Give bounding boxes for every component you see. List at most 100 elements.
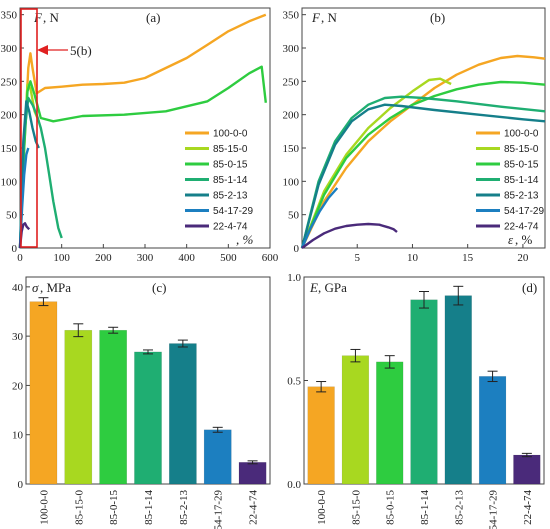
- series-line-85-2-13: [18, 100, 40, 249]
- x-tick-label: 5: [354, 252, 360, 264]
- x-tick-label: 500: [220, 252, 237, 264]
- series-line-100-0-0: [18, 13, 267, 249]
- legend-label-85-2-13: 85-2-13: [213, 191, 248, 202]
- panel-b-ylabel-symbol: F: [311, 10, 321, 25]
- bar-22-4-74: [513, 454, 541, 485]
- bar-85-15-0: [64, 329, 93, 485]
- legend-label-85-0-15: 85-0-15: [213, 160, 248, 171]
- panel-c-ylabel-symbol: σ: [32, 280, 39, 295]
- series-line-85-1-14: [300, 95, 546, 249]
- y-tick-label: 0: [12, 243, 18, 255]
- category-label-85-1-14: 85-1-14: [143, 490, 155, 525]
- panel-b-label: (b): [430, 10, 445, 25]
- y-tick-label: 30: [12, 331, 24, 343]
- series-line-85-15-0: [300, 77, 452, 249]
- x-tick-label: 20: [517, 252, 529, 264]
- bar-54-17-29: [478, 376, 507, 485]
- y-tick-label: 50: [6, 210, 18, 222]
- y-tick-label: 100: [1, 176, 18, 188]
- y-tick-label: 300: [283, 43, 300, 55]
- category-label-85-0-15: 85-0-15: [385, 490, 397, 525]
- category-label-100-0-0: 100-0-0: [316, 490, 328, 525]
- category-label-85-15-0: 85-15-0: [73, 490, 85, 525]
- bar-100-0-0: [29, 301, 58, 485]
- y-tick-label: 250: [1, 76, 18, 88]
- category-label-85-15-0: 85-15-0: [350, 490, 362, 525]
- category-label-54-17-29: 54-17-29: [213, 490, 225, 529]
- legend-label-85-15-0: 85-15-0: [213, 144, 248, 155]
- legend-label-54-17-29: 54-17-29: [213, 206, 253, 217]
- category-label-54-17-29: 54-17-29: [488, 490, 500, 529]
- bar-85-2-13: [444, 295, 472, 485]
- y-tick-label: 350: [1, 10, 18, 22]
- bar-54-17-29: [203, 429, 232, 485]
- y-tick-label: 150: [1, 143, 18, 155]
- bar-85-1-14: [134, 351, 162, 485]
- bar-85-0-15: [99, 329, 127, 485]
- legend-label-100-0-0: 100-0-0: [504, 129, 539, 140]
- x-tick-label: 15: [462, 252, 474, 264]
- category-label-22-4-74: 22-4-74: [248, 490, 260, 525]
- x-tick-label: 600: [262, 252, 279, 264]
- panel-a-ylabel-unit: , N: [43, 10, 60, 25]
- y-tick-label: 0.0: [287, 479, 301, 491]
- legend-label-22-4-74: 22-4-74: [504, 222, 539, 233]
- category-label-85-2-13: 85-2-13: [453, 490, 465, 525]
- series-line-85-2-13: [300, 103, 546, 249]
- y-tick-label: 150: [283, 143, 300, 155]
- y-tick-label: 300: [1, 43, 18, 55]
- series-line-85-0-15: [300, 80, 546, 249]
- bar-85-2-13: [169, 343, 197, 485]
- bar-85-0-15: [376, 361, 404, 485]
- x-tick-label: 200: [95, 252, 112, 264]
- y-tick-label: 0: [18, 479, 24, 491]
- series-line-85-1-14: [18, 96, 63, 249]
- annotation-5b: 5(b): [70, 43, 92, 58]
- legend-label-85-1-14: 85-1-14: [504, 175, 539, 186]
- panel-d-ylabel-symbol: E: [309, 280, 318, 295]
- series-line-100-0-0: [300, 54, 546, 249]
- bar-85-15-0: [341, 355, 370, 485]
- series-line-54-17-29: [300, 187, 339, 249]
- y-tick-label: 100: [283, 176, 300, 188]
- category-label-100-0-0: 100-0-0: [38, 490, 50, 525]
- y-tick-label: 20: [12, 380, 24, 392]
- y-tick-label: 40: [12, 282, 24, 294]
- legend-label-85-0-15: 85-0-15: [504, 160, 539, 171]
- panel-d-label: (d): [522, 280, 537, 295]
- bar-100-0-0: [307, 386, 335, 485]
- bar-85-1-14: [410, 299, 438, 485]
- legend-label-100-0-0: 100-0-0: [213, 129, 248, 140]
- y-tick-label: 200: [1, 110, 18, 122]
- y-tick-label: 350: [283, 10, 300, 22]
- x-tick-label: 0: [17, 252, 23, 264]
- y-tick-label: 250: [283, 76, 300, 88]
- panel-a-label: (a): [146, 10, 160, 25]
- y-tick-label: 1.0: [287, 272, 301, 284]
- legend-label-85-2-13: 85-2-13: [504, 191, 539, 202]
- panel-a-ylabel-symbol: F: [33, 10, 43, 25]
- panel-d-ylabel-unit: , GPa: [318, 280, 347, 295]
- panel-c: (c) σ , MPa 0 10 20 30 40 100-0-0 85-15-0 85-0…: [12, 276, 271, 529]
- category-label-85-0-15: 85-0-15: [108, 490, 120, 525]
- y-tick-label: 10: [12, 430, 24, 442]
- panel-d: (d) E , GPa 0.0 0.5 1.0 100-0-0 85-15-0 85-0…: [287, 272, 545, 529]
- panel-c-ylabel-unit: , MPa: [40, 280, 71, 295]
- bar-22-4-74: [238, 462, 267, 485]
- y-tick-label: 0.5: [287, 376, 301, 388]
- x-tick-label: 400: [178, 252, 195, 264]
- panel-a: (a) F , N , % 0 100 200 300 400 500 600 0 50 100 1…: [1, 7, 279, 264]
- legend-label-54-17-29: 54-17-29: [504, 206, 544, 217]
- legend-label-85-15-0: 85-15-0: [504, 144, 539, 155]
- y-tick-label: 0: [294, 243, 300, 255]
- panel-b-ylabel-unit: , N: [321, 10, 338, 25]
- x-tick-label: 10: [407, 252, 419, 264]
- category-label-22-4-74: 22-4-74: [522, 490, 534, 525]
- category-label-85-1-14: 85-1-14: [419, 490, 431, 525]
- panel-b-xlabel-symbol: ε: [508, 232, 514, 247]
- series-line-22-4-74: [301, 222, 398, 249]
- panel-a-xlabel-unit: , %: [236, 232, 254, 247]
- y-tick-label: 50: [288, 210, 300, 222]
- legend-label-85-1-14: 85-1-14: [213, 175, 248, 186]
